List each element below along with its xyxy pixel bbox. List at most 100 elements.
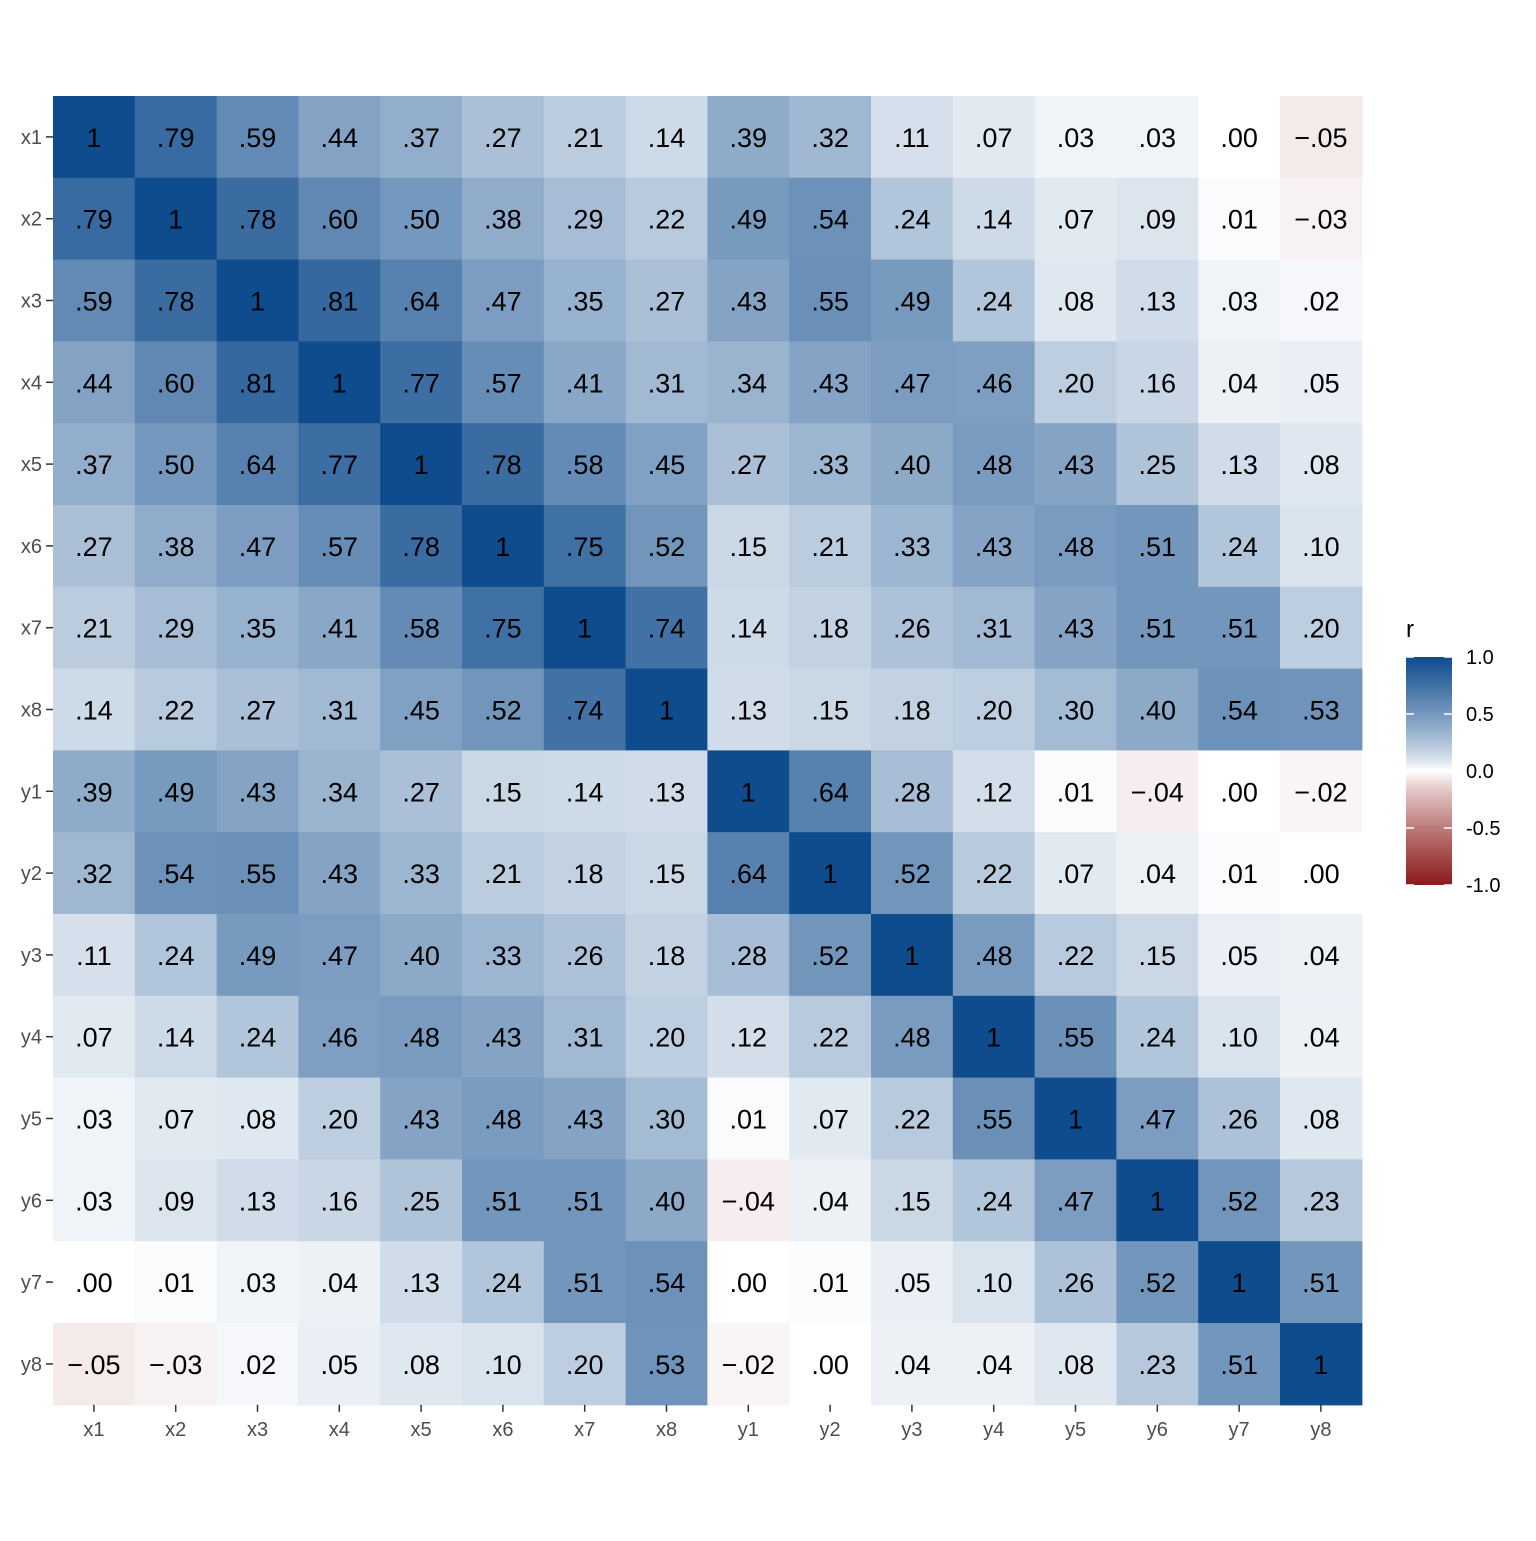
heatmap-cell-y1-y1 xyxy=(707,750,790,833)
cell-label-x1-y4: .07 xyxy=(975,123,1013,153)
heatmap-cell-y7-x2 xyxy=(134,1241,218,1324)
y-tick-label-x3: x3 xyxy=(21,291,42,313)
cell-label-y6-y2: .04 xyxy=(811,1186,849,1216)
cell-label-y3-y8: .04 xyxy=(1302,941,1340,971)
cell-label-y7-y1: .00 xyxy=(730,1268,768,1298)
cell-label-x5-y1: .27 xyxy=(730,450,768,480)
cell-label-x6-x5: .78 xyxy=(402,532,440,562)
cell-label-x3-y8: .02 xyxy=(1302,287,1340,317)
cell-label-x6-x2: .38 xyxy=(157,532,195,562)
heatmap-cell-y2-x1 xyxy=(53,832,136,915)
heatmap-cell-y6-x4 xyxy=(298,1159,381,1242)
heatmap-cell-x6-x4 xyxy=(298,505,381,588)
heatmap-cell-x6-y5 xyxy=(1034,505,1117,588)
cell-label-x7-y6: .51 xyxy=(1139,614,1177,644)
cell-label-x7-x3: .35 xyxy=(239,614,277,644)
cell-label-y6-x7: .51 xyxy=(566,1186,604,1216)
cell-label-x8-x7: .74 xyxy=(566,696,604,726)
heatmap-cell-x1-x4 xyxy=(298,96,381,179)
cell-label-x7-y8: .20 xyxy=(1302,614,1340,644)
heatmap-cell-y5-x1 xyxy=(53,1077,136,1160)
heatmap-cell-y6-y6 xyxy=(1116,1159,1199,1242)
cell-label-y6-x8: .40 xyxy=(648,1186,686,1216)
cell-label-x4-x5: .77 xyxy=(402,368,440,398)
cell-label-x4-x4: 1 xyxy=(332,368,347,398)
heatmap-cell-x1-x2 xyxy=(134,96,218,179)
heatmap-cell-x3-y6 xyxy=(1116,259,1199,342)
cell-label-x5-y7: .13 xyxy=(1220,450,1258,480)
heatmap-cell-y3-x5 xyxy=(380,914,463,997)
heatmap-cell-y4-x6 xyxy=(462,995,545,1079)
heatmap-cell-x8-x8 xyxy=(625,668,708,751)
heatmap-cell-y5-y2 xyxy=(789,1077,872,1160)
cell-label-y1-x8: .13 xyxy=(648,777,686,807)
cell-label-y5-y2: .07 xyxy=(811,1105,849,1135)
heatmap-cell-x3-y5 xyxy=(1034,259,1117,342)
heatmap-cell-x5-x5 xyxy=(380,423,463,506)
cell-label-x3-x1: .59 xyxy=(75,287,113,317)
heatmap-cell-y4-x3 xyxy=(216,995,299,1079)
heatmap-cell-y6-x5 xyxy=(380,1159,463,1242)
cell-label-y7-y8: .51 xyxy=(1302,1268,1340,1298)
heatmap-cell-x3-x1 xyxy=(53,259,136,342)
cell-label-y4-x1: .07 xyxy=(75,1023,113,1053)
cell-label-x8-y4: .20 xyxy=(975,696,1013,726)
heatmap-cell-x3-y4 xyxy=(952,259,1036,342)
cell-label-y3-x6: .33 xyxy=(484,941,522,971)
cell-label-y2-x2: .54 xyxy=(157,859,195,889)
x-tick-label-x2: x2 xyxy=(165,1419,186,1441)
cell-label-x4-x7: .41 xyxy=(566,368,604,398)
cell-label-y1-x5: .27 xyxy=(402,777,440,807)
heatmap-cell-y8-y5 xyxy=(1034,1323,1117,1406)
heatmap-cell-y5-y1 xyxy=(707,1077,790,1160)
cell-label-x6-y1: .15 xyxy=(730,532,768,562)
cell-label-y2-y1: .64 xyxy=(730,859,768,889)
heatmap-cell-x2-x8 xyxy=(625,177,708,261)
heatmap-cell-y5-y7 xyxy=(1198,1077,1281,1160)
heatmap-cell-x1-y7 xyxy=(1198,96,1281,179)
heatmap-cell-y3-y7 xyxy=(1198,914,1281,997)
cell-label-y6-y6: 1 xyxy=(1150,1186,1165,1216)
cell-label-y2-y4: .22 xyxy=(975,859,1013,889)
heatmap-cell-x3-y3 xyxy=(871,259,954,342)
heatmap-cell-x4-y8 xyxy=(1280,341,1363,424)
cell-label-x7-x2: .29 xyxy=(157,614,195,644)
heatmap-cell-y3-x1 xyxy=(53,914,136,997)
cell-label-y5-x3: .08 xyxy=(239,1105,277,1135)
cell-label-x7-y4: .31 xyxy=(975,614,1013,644)
heatmap-cell-x3-y8 xyxy=(1280,259,1363,342)
heatmap-cell-x8-x2 xyxy=(134,668,218,751)
cell-label-y1-y4: .12 xyxy=(975,777,1013,807)
cell-label-y7-x7: .51 xyxy=(566,1268,604,1298)
heatmap-cell-y4-y6 xyxy=(1116,995,1199,1079)
cell-label-x7-y5: .43 xyxy=(1057,614,1095,644)
heatmap-cell-x4-x4 xyxy=(298,341,381,424)
cell-label-x8-y1: .13 xyxy=(730,696,768,726)
heatmap-cell-x2-x1 xyxy=(53,177,136,261)
cell-label-y2-y3: .52 xyxy=(893,859,931,889)
heatmap-cell-x5-y3 xyxy=(871,423,954,506)
heatmap-cell-y1-x3 xyxy=(216,750,299,833)
heatmap-cell-x3-x5 xyxy=(380,259,463,342)
heatmap-cell-x6-y3 xyxy=(871,505,954,588)
cell-label-x3-y2: .55 xyxy=(811,287,849,317)
heatmap-cell-y2-y1 xyxy=(707,832,790,915)
y-tick-label-y4: y4 xyxy=(21,1027,42,1049)
cell-label-x7-y7: .51 xyxy=(1220,614,1258,644)
heatmap-cell-x7-y3 xyxy=(871,586,954,670)
cell-label-x3-y6: .13 xyxy=(1139,287,1177,317)
heatmap-cell-y4-x4 xyxy=(298,995,381,1079)
cell-label-y3-x4: .47 xyxy=(321,941,359,971)
heatmap-cell-y4-y1 xyxy=(707,995,790,1079)
heatmap-cell-y5-x6 xyxy=(462,1077,545,1160)
heatmap-cell-x3-x4 xyxy=(298,259,381,342)
heatmap-cell-y4-x7 xyxy=(543,995,627,1079)
cell-label-y8-x6: .10 xyxy=(484,1350,522,1380)
heatmap-cell-x7-y5 xyxy=(1034,586,1117,670)
cell-label-y8-x3: .02 xyxy=(239,1350,277,1380)
y-tick-label-y7: y7 xyxy=(21,1272,42,1294)
heatmap-cell-y7-x7 xyxy=(543,1241,627,1324)
heatmap-cell-x5-y5 xyxy=(1034,423,1117,506)
heatmap-cell-y8-y8 xyxy=(1280,1323,1363,1406)
cell-label-y3-x3: .49 xyxy=(239,941,277,971)
